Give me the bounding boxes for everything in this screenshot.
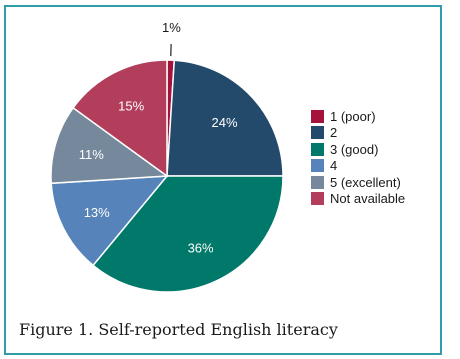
legend-label-0: 1 (poor) <box>330 108 376 124</box>
figure-caption: Figure 1. Self-reported English literacy <box>19 320 338 339</box>
pie-data-label-5: 15% <box>118 99 144 114</box>
legend-item-3: 4 <box>311 158 405 175</box>
pie-slice-3 <box>50 175 169 267</box>
legend-item-0: 1 (poor) <box>311 108 405 125</box>
pie-data-label-0: 1% <box>162 20 181 35</box>
legend-swatch-0 <box>311 109 324 123</box>
legend-swatch-1 <box>311 126 324 140</box>
legend-label-4: 5 (excellent) <box>330 174 401 190</box>
legend-swatch-3 <box>311 159 324 173</box>
legend-item-4: 5 (excellent) <box>311 174 405 191</box>
pie-slice-5 <box>72 59 168 178</box>
pie-data-label-4: 11% <box>79 147 104 162</box>
legend-label-3: 4 <box>330 158 338 174</box>
legend-swatch-2 <box>311 142 324 156</box>
legend-item-5: Not available <box>311 191 405 208</box>
legend-swatch-4 <box>311 175 324 189</box>
legend-label-1: 2 <box>330 125 338 141</box>
legend-label-2: 3 (good) <box>330 141 379 157</box>
chart-legend: 1 (poor) 2 3 (good) 4 5 (excellent) Not avail… <box>311 108 405 207</box>
legend-item-1: 2 <box>311 125 405 142</box>
legend-item-2: 3 (good) <box>311 141 405 158</box>
pie-data-label-1: 24% <box>211 115 237 130</box>
pie-data-label-2: 36% <box>188 240 214 255</box>
pie-slice-4 <box>50 106 170 185</box>
legend-swatch-5 <box>311 192 324 206</box>
pie-slice-2 <box>92 175 284 293</box>
legend-label-5: Not available <box>330 191 406 207</box>
pie-slice-1 <box>166 59 284 177</box>
pie-data-label-3: 13% <box>84 205 110 220</box>
